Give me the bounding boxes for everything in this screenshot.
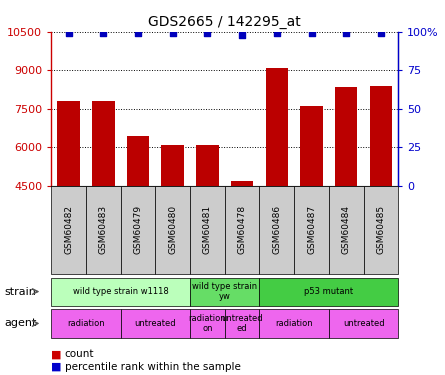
Bar <box>300 106 323 186</box>
Bar <box>335 87 357 186</box>
Bar <box>57 101 80 186</box>
Text: wild type strain
yw: wild type strain yw <box>192 282 257 301</box>
Text: count: count <box>65 350 94 359</box>
Text: untreated: untreated <box>134 319 176 328</box>
Bar <box>266 68 288 186</box>
Title: GDS2665 / 142295_at: GDS2665 / 142295_at <box>148 15 301 30</box>
Bar <box>370 86 392 186</box>
Text: GSM60483: GSM60483 <box>99 205 108 254</box>
Point <box>65 30 72 36</box>
Bar <box>127 136 149 186</box>
Point <box>100 30 107 36</box>
Point <box>204 30 211 36</box>
Text: wild type strain w1118: wild type strain w1118 <box>73 287 169 296</box>
Bar <box>196 145 218 186</box>
Text: GSM60479: GSM60479 <box>134 205 142 254</box>
Text: strain: strain <box>4 286 36 297</box>
Text: GSM60478: GSM60478 <box>238 205 247 254</box>
Point <box>239 32 246 38</box>
Bar <box>231 180 253 186</box>
Text: GSM60482: GSM60482 <box>64 205 73 254</box>
Text: radiation: radiation <box>275 319 313 328</box>
Point <box>134 30 142 36</box>
Text: radiation
on: radiation on <box>189 314 226 333</box>
Text: agent: agent <box>4 318 37 328</box>
Text: ■: ■ <box>51 350 62 359</box>
Text: untreated: untreated <box>343 319 384 328</box>
Text: untreated
ed: untreated ed <box>221 314 263 333</box>
Point <box>273 30 280 36</box>
Text: radiation: radiation <box>67 319 105 328</box>
Text: ■: ■ <box>51 362 62 372</box>
Point <box>377 30 384 36</box>
Text: GSM60481: GSM60481 <box>203 205 212 254</box>
Bar <box>162 145 184 186</box>
Point <box>308 30 315 36</box>
Text: GSM60480: GSM60480 <box>168 205 177 254</box>
Text: GSM60486: GSM60486 <box>272 205 281 254</box>
Text: GSM60485: GSM60485 <box>376 205 385 254</box>
Text: GSM60484: GSM60484 <box>342 205 351 254</box>
Point <box>343 30 350 36</box>
Text: percentile rank within the sample: percentile rank within the sample <box>65 362 240 372</box>
Text: p53 mutant: p53 mutant <box>304 287 353 296</box>
Text: GSM60487: GSM60487 <box>307 205 316 254</box>
Bar <box>92 100 114 186</box>
Point <box>169 30 176 36</box>
